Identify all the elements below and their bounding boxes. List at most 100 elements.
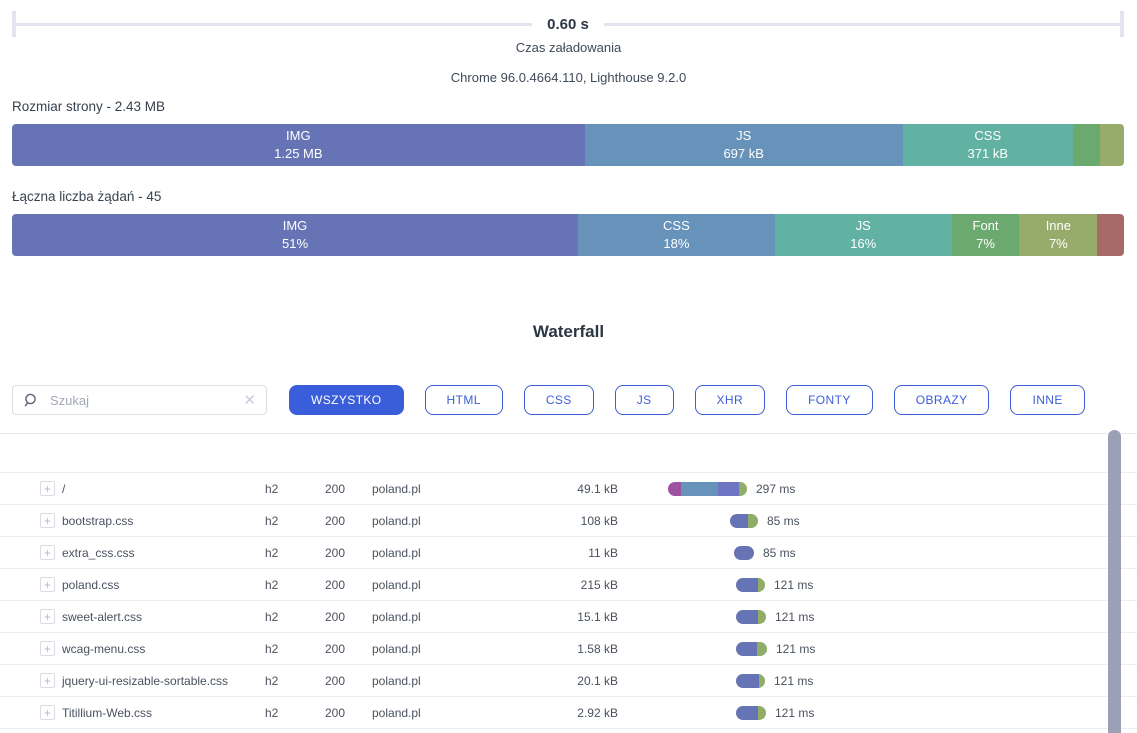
expand-icon[interactable]: + <box>40 705 55 720</box>
vertical-scrollbar-thumb[interactable] <box>1108 430 1121 733</box>
table-row[interactable]: + sweet-alert.css h2 200 poland.pl 15.1 … <box>0 601 1137 633</box>
bar-segment-value: 697 kB <box>723 146 764 161</box>
ruler-line <box>16 22 533 26</box>
timing-bar <box>668 481 747 496</box>
protocol-value: h2 <box>265 481 279 496</box>
time-label: 121 ms <box>775 609 815 624</box>
status-code: 200 <box>325 641 346 656</box>
load-time-label: Czas załadowania <box>515 40 622 55</box>
time-label: 121 ms <box>774 673 814 688</box>
protocol-value: h2 <box>265 673 279 688</box>
expand-icon[interactable]: + <box>40 481 55 496</box>
filter-button[interactable]: HTML <box>424 385 503 415</box>
waterfall-cell: 297 ms <box>660 481 1137 496</box>
bar-segment: IMG 1.25 MB <box>12 124 585 166</box>
time-label: 121 ms <box>776 641 816 656</box>
domain-value: poland.pl <box>372 513 421 528</box>
resource-name: / <box>62 481 66 496</box>
bar-segment-label: CSS <box>974 127 1002 143</box>
table-row[interactable]: + / h2 200 poland.pl 49.1 kB 297 ms <box>0 473 1137 505</box>
timing-bar <box>736 609 766 624</box>
page-size-label: Rozmiar strony - 2.43 MB <box>12 99 166 114</box>
expand-icon[interactable]: + <box>40 673 55 688</box>
protocol-value: h2 <box>265 513 279 528</box>
filter-button[interactable]: XHR <box>694 385 766 415</box>
protocol-value: h2 <box>265 609 279 624</box>
domain-value: poland.pl <box>372 545 421 560</box>
environment-info: Chrome 96.0.4664.110, Lighthouse 9.2.0 <box>450 70 687 85</box>
timing-bar-segment <box>668 481 681 496</box>
table-row[interactable]: + wcag-menu.css h2 200 poland.pl 1.58 kB… <box>0 633 1137 665</box>
table-row[interactable]: + extra_css.css h2 200 poland.pl 11 kB 8… <box>0 537 1137 569</box>
search-icon <box>24 393 36 407</box>
waterfall-cell: 121 ms <box>660 641 1137 656</box>
domain-value: poland.pl <box>372 641 421 656</box>
filter-button[interactable]: WSZYSTKO <box>289 385 404 415</box>
search-input[interactable] <box>48 391 236 409</box>
table-row[interactable]: + Titillium-Web.css h2 200 poland.pl 2.9… <box>0 697 1137 729</box>
bar-segment-label: IMG <box>286 127 311 143</box>
expand-icon[interactable]: + <box>40 609 55 624</box>
bar-segment: CSS 371 kB <box>902 124 1073 166</box>
bar-segment-value: 51% <box>281 236 309 251</box>
bar-segment-label: Inne <box>1045 217 1071 233</box>
timing-bar-segment <box>736 641 757 656</box>
table-row[interactable]: + bootstrap.css h2 200 poland.pl 108 kB … <box>0 505 1137 537</box>
timing-bar-segment <box>757 641 767 656</box>
resource-name: Titillium-Web.css <box>62 705 153 720</box>
resource-name: sweet-alert.css <box>62 609 143 624</box>
filter-button[interactable]: INNE <box>1010 385 1085 415</box>
bar-segment-value: 7% <box>976 236 995 251</box>
status-code: 200 <box>325 705 346 720</box>
bar-segment: JS 697 kB <box>584 124 903 166</box>
bar-segment-label: CSS <box>663 217 690 233</box>
waterfall-table: + / h2 200 poland.pl 49.1 kB 297 ms + bo… <box>0 433 1137 729</box>
waterfall-cell: 121 ms <box>660 705 1137 720</box>
table-row[interactable]: + jquery-ui-resizable-sortable.css h2 20… <box>0 665 1137 697</box>
bar-segment-value: 16% <box>850 236 877 251</box>
filter-button[interactable]: FONTY <box>786 385 873 415</box>
time-label: 297 ms <box>756 481 796 496</box>
requests-bar: IMG 51% CSS 18% JS 16% Font 7% Inne 7% <box>12 214 1124 256</box>
waterfall-cell: 121 ms <box>660 673 1137 688</box>
time-label: 121 ms <box>775 705 815 720</box>
filter-button[interactable]: OBRAZY <box>893 385 990 415</box>
resource-name: bootstrap.css <box>62 513 134 528</box>
ruler-line <box>603 22 1120 26</box>
timing-bar <box>736 641 767 656</box>
timing-bar <box>736 673 765 688</box>
timing-bar-segment <box>748 513 758 528</box>
timing-bar-segment <box>681 481 718 496</box>
search-box[interactable]: ✕ <box>12 385 267 415</box>
expand-icon[interactable]: + <box>40 545 55 560</box>
status-code: 200 <box>325 577 346 592</box>
bar-segment <box>1072 124 1100 166</box>
filter-button[interactable]: CSS <box>523 385 594 415</box>
bar-segment-value: 7% <box>1048 236 1068 251</box>
protocol-value: h2 <box>265 705 279 720</box>
expand-icon[interactable]: + <box>40 513 55 528</box>
expand-icon[interactable]: + <box>40 641 55 656</box>
timing-bar-segment <box>736 609 758 624</box>
clear-search-icon[interactable]: ✕ <box>243 391 256 409</box>
status-code: 200 <box>325 545 346 560</box>
page-size-bar: IMG 1.25 MB JS 697 kB CSS 371 kB <box>12 124 1124 166</box>
filter-button[interactable]: JS <box>614 385 674 415</box>
timing-bar-segment <box>759 673 765 688</box>
bar-segment-label: JS <box>855 217 871 233</box>
bar-segment <box>1099 124 1124 166</box>
expand-icon[interactable]: + <box>40 577 55 592</box>
domain-value: poland.pl <box>372 673 421 688</box>
resource-name: jquery-ui-resizable-sortable.css <box>62 673 229 688</box>
timing-bar-segment <box>718 481 739 496</box>
timing-bar <box>730 513 758 528</box>
resource-name: poland.css <box>62 577 120 592</box>
timing-bar-segment <box>739 481 747 496</box>
waterfall-cell: 85 ms <box>660 545 1137 560</box>
size-value: 20.1 kB <box>577 673 618 688</box>
table-row[interactable]: + poland.css h2 200 poland.pl 215 kB 121… <box>0 569 1137 601</box>
bar-segment: JS 16% <box>774 214 952 256</box>
size-value: 49.1 kB <box>577 481 618 496</box>
filter-bar: ✕ WSZYSTKO HTML CSS JS XHR FONTY OBRAZY … <box>12 385 1125 415</box>
timing-bar-segment <box>734 545 754 560</box>
